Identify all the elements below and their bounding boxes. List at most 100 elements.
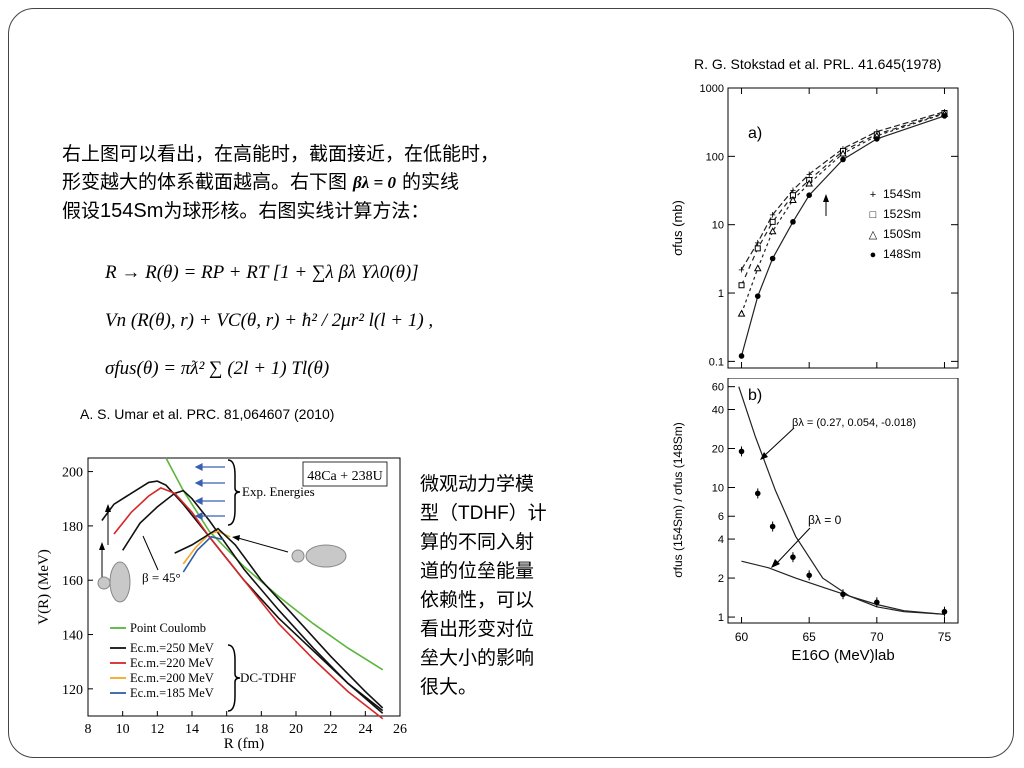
a-y-tick-label: 10 bbox=[712, 220, 724, 232]
side-line-1: 微观动力学模 bbox=[420, 473, 535, 495]
data-point bbox=[789, 195, 797, 203]
formula-potential: Vn (R(θ), r) + VC(θ, r) + ħ² / 2μr² l(l … bbox=[105, 310, 434, 331]
a-y-tick-label: 1 bbox=[718, 288, 724, 300]
potential-line bbox=[113, 487, 384, 720]
data-point bbox=[790, 219, 796, 225]
legend-label: Ec.m.=220 MeV bbox=[130, 656, 214, 670]
intro-paragraph: 右上图可以看出，在高能时，截面接近，在低能时， 形变越大的体系截面越高。右下图 β… bbox=[62, 140, 582, 225]
data-point bbox=[768, 227, 777, 235]
data-point: + bbox=[806, 169, 812, 181]
data-point bbox=[840, 156, 846, 163]
data-point bbox=[840, 591, 846, 598]
data-point: + bbox=[738, 265, 744, 277]
b-y-tick-label: 6 bbox=[718, 511, 724, 523]
side-line-8: 很大。 bbox=[420, 676, 478, 698]
fusion-curve bbox=[740, 115, 945, 357]
legend-label: Ec.m.=250 MeV bbox=[130, 641, 214, 655]
theory-curve bbox=[741, 560, 945, 615]
potential-line bbox=[101, 480, 384, 712]
legend-label: 150Sm bbox=[883, 227, 921, 241]
beta-zero-label: βλ = 0 bbox=[808, 513, 842, 527]
chart-a-title: a) bbox=[748, 125, 762, 142]
left-x-tick-label: 20 bbox=[289, 722, 303, 737]
data-point: + bbox=[755, 237, 761, 249]
theory-curve bbox=[738, 386, 945, 615]
b-x-tick-label: 60 bbox=[735, 630, 749, 644]
b-y-tick-label: 60 bbox=[712, 382, 724, 394]
left-y-tick-label: 120 bbox=[62, 683, 83, 698]
left-y-tick-label: 200 bbox=[62, 466, 83, 481]
data-point: + bbox=[769, 210, 775, 222]
beta45-label: β = 45° bbox=[142, 570, 181, 585]
beta-equation: βλ = 0 bbox=[353, 173, 396, 192]
potential-line bbox=[182, 535, 224, 573]
legend-label: 152Sm bbox=[883, 207, 921, 221]
data-point bbox=[769, 523, 776, 530]
b-y-tick-label: 2 bbox=[718, 573, 724, 585]
left-title: 48Ca + 238U bbox=[307, 469, 383, 484]
b-y-tick-label: 20 bbox=[712, 443, 724, 455]
left-ylabel: V(R) (MeV) bbox=[36, 549, 52, 624]
para-line-3: 假设154Sm为球形核。右图实线计算方法： bbox=[62, 197, 582, 225]
legend-label: 154Sm bbox=[883, 187, 921, 201]
fusion-curve bbox=[740, 112, 945, 286]
left-x-tick-label: 26 bbox=[393, 722, 407, 737]
data-point bbox=[874, 136, 880, 142]
left-xlabel: R (fm) bbox=[224, 736, 264, 752]
data-point bbox=[805, 179, 814, 187]
potential-chart: 8 10 12 14 16 18 20 22 24 26 120 140 160 180 200 R (fm… bbox=[36, 457, 407, 752]
data-point bbox=[753, 264, 762, 272]
data-point bbox=[754, 293, 761, 299]
exp-energies-label: Exp. Energies bbox=[242, 484, 315, 499]
data-point bbox=[874, 599, 880, 606]
left-x-tick-label: 16 bbox=[220, 722, 234, 737]
reference-stokstad: R. G. Stokstad et al. PRL. 41.645(1978) bbox=[694, 56, 942, 72]
legend-marker: + bbox=[870, 189, 876, 201]
fusion-curve bbox=[740, 113, 945, 314]
legend-label: Ec.m.=185 MeV bbox=[130, 686, 214, 700]
b-y-tick-label: 40 bbox=[712, 404, 724, 416]
left-x-tick-label: 22 bbox=[324, 722, 338, 737]
data-point bbox=[737, 309, 746, 317]
potential-line bbox=[122, 489, 384, 714]
side-line-2: 型（TDHF）计 bbox=[420, 499, 595, 528]
b-x-tick-label: 65 bbox=[802, 630, 816, 644]
reference-umar: A. S. Umar et al. PRC. 81,064607 (2010) bbox=[80, 406, 335, 422]
left-x-tick-label: 18 bbox=[254, 722, 268, 737]
data-point bbox=[806, 572, 812, 579]
para-line-3b: 154Sm bbox=[100, 200, 164, 222]
para-line-2a: 形变越大的体系截面越高。右下图 bbox=[62, 171, 348, 193]
data-point bbox=[769, 255, 776, 262]
legend-label: Point Coulomb bbox=[130, 621, 206, 635]
data-point bbox=[941, 113, 948, 119]
side-line-5: 依赖性，可以 bbox=[420, 589, 535, 611]
side-line-3: 算的不同入射 bbox=[420, 531, 535, 553]
fusion-curve bbox=[740, 111, 945, 270]
para-line-3c: 为球形核。右图实线计算方法： bbox=[163, 200, 430, 222]
legend-marker: △ bbox=[869, 229, 878, 241]
b-y-tick-label: 1 bbox=[718, 612, 724, 624]
data-point bbox=[738, 353, 745, 359]
data-point bbox=[754, 490, 761, 497]
left-y-tick-label: 180 bbox=[62, 520, 83, 535]
data-point: + bbox=[790, 185, 796, 197]
para-line-1: 右上图可以看出，在高能时，截面接近，在低能时， bbox=[62, 143, 500, 165]
formula-radius: R → R(θ) = RP + RT [1 + ∑λ βλ Yλ0(θ)] bbox=[105, 262, 419, 283]
formula-cross-section: σfus(θ) = πƛ² ∑ (2l + 1) Tl(θ) bbox=[105, 358, 330, 379]
left-x-tick-label: 24 bbox=[358, 722, 372, 737]
side-line-4: 道的位垒能量 bbox=[420, 560, 535, 582]
chart-b-ylabel: σfus (154Sm) / σfus (148Sm) bbox=[671, 422, 685, 578]
data-point bbox=[738, 448, 745, 455]
para-line-2: 形变越大的体系截面越高。右下图 βλ = 0 的实线 bbox=[62, 168, 582, 197]
chart-b-xlabel: E16O (MeV)lab bbox=[791, 647, 894, 664]
left-y-tick-label: 160 bbox=[62, 574, 83, 589]
legend-label: 148Sm bbox=[883, 247, 921, 261]
a-y-tick-label: 1000 bbox=[700, 83, 724, 95]
side-line-2c: ）计 bbox=[508, 502, 547, 524]
b-x-tick-label: 75 bbox=[938, 630, 952, 644]
chart-b-title: b) bbox=[748, 387, 762, 404]
b-y-tick-label: 10 bbox=[712, 483, 724, 495]
side-line-7: 垒大小的影响 bbox=[420, 647, 535, 669]
dc-tdhf-label: DC-TDHF bbox=[240, 670, 296, 685]
